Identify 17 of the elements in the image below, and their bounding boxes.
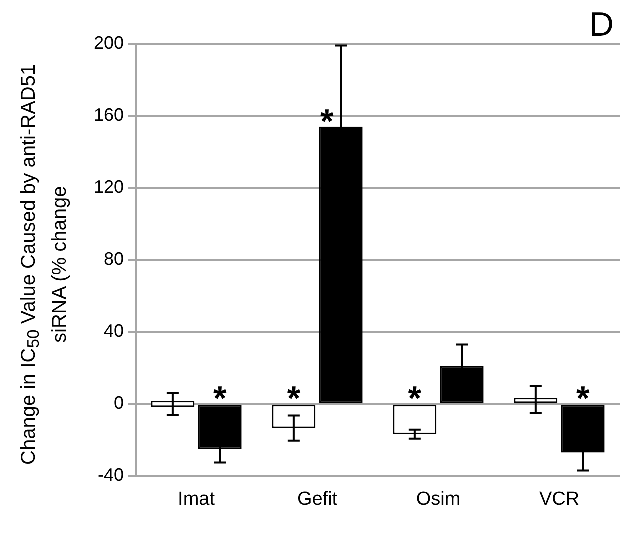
data-label: *: [408, 380, 422, 418]
y-tick-label: 160: [94, 105, 124, 125]
data-label: *: [287, 380, 302, 418]
x-tick-label: Osim: [416, 488, 461, 510]
data-label: *: [214, 380, 228, 418]
y-tick-label: 40: [104, 321, 124, 342]
data-label: *: [320, 102, 334, 141]
y-tick-label: 120: [94, 177, 124, 198]
y-tick-label: 0: [114, 393, 124, 414]
annotation: D: [589, 6, 614, 45]
data-label: *: [576, 380, 590, 418]
x-tick-label: Gefit: [297, 488, 338, 510]
x-tick-label: Imat: [178, 488, 216, 510]
y-tick-label: 200: [94, 32, 124, 53]
x-tick-label: VCR: [539, 488, 580, 510]
y-tick-label: -40: [98, 465, 124, 486]
y-tick-label: 80: [104, 249, 124, 270]
